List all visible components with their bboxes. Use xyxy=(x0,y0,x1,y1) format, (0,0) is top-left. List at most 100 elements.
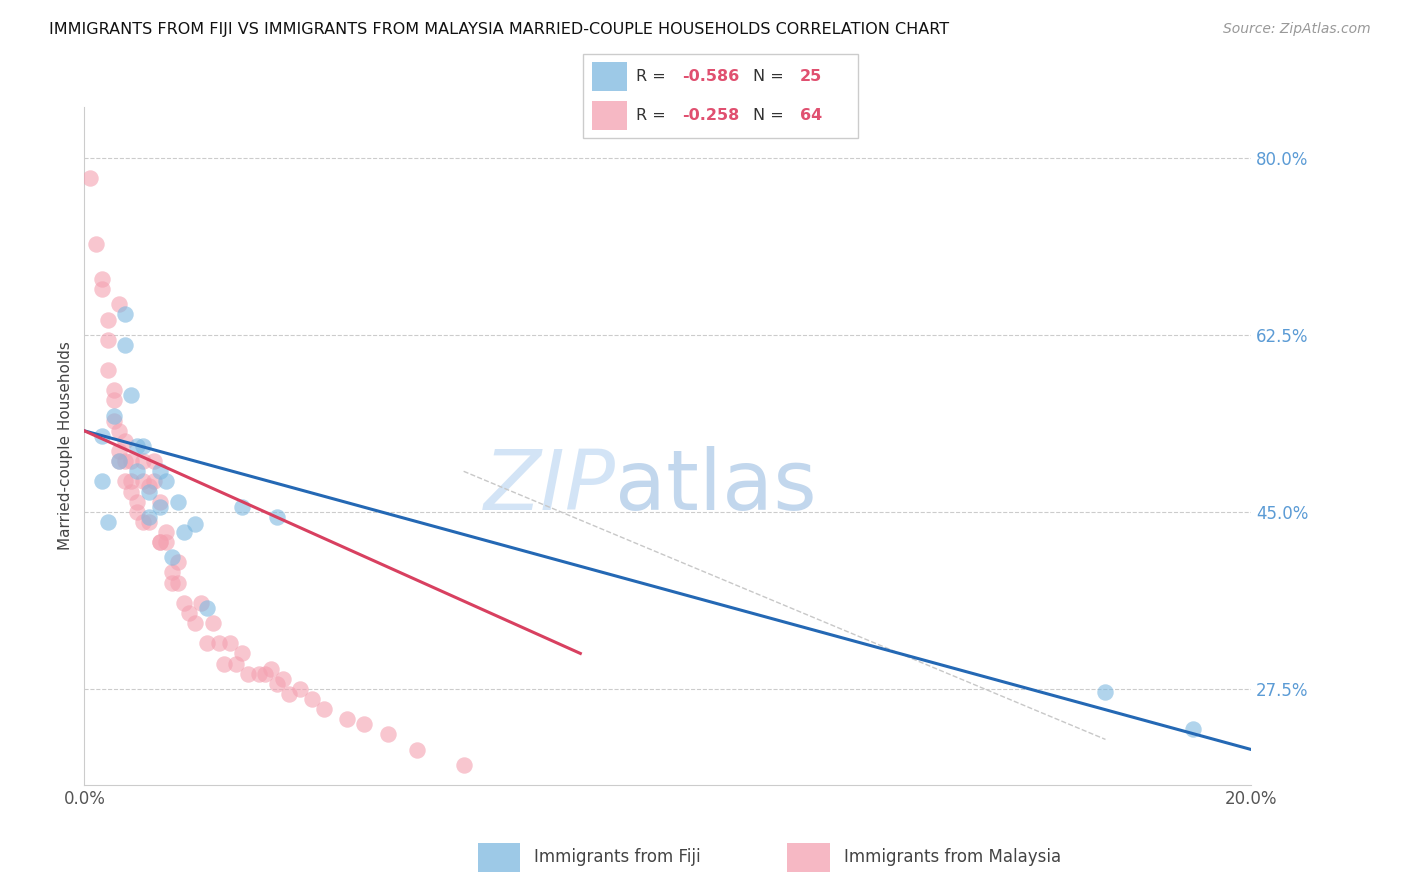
Point xyxy=(132,475,155,489)
Point xyxy=(231,500,253,514)
Point xyxy=(377,727,399,741)
Point xyxy=(84,236,107,251)
Point xyxy=(120,484,142,499)
Point xyxy=(90,282,112,296)
Point xyxy=(108,444,131,458)
Point xyxy=(160,575,183,590)
Text: Immigrants from Malaysia: Immigrants from Malaysia xyxy=(844,848,1060,866)
Point xyxy=(114,475,136,489)
Point xyxy=(138,515,160,529)
Point xyxy=(247,666,270,681)
Point xyxy=(290,681,312,696)
Point xyxy=(266,677,288,691)
Bar xyxy=(592,62,627,91)
Point xyxy=(225,657,247,671)
Point xyxy=(125,464,148,478)
Point xyxy=(254,666,277,681)
Point xyxy=(214,657,236,671)
Point xyxy=(108,454,131,468)
Point xyxy=(1181,723,1204,737)
Point xyxy=(103,414,125,428)
Point xyxy=(179,606,201,620)
Y-axis label: Married-couple Households: Married-couple Households xyxy=(58,342,73,550)
Point xyxy=(138,479,160,493)
Point xyxy=(166,555,188,569)
Point xyxy=(149,535,172,549)
Point xyxy=(120,454,142,468)
Point xyxy=(271,672,294,686)
Point xyxy=(166,494,188,508)
Point xyxy=(114,308,136,322)
Point xyxy=(138,484,160,499)
Point xyxy=(266,509,288,524)
Point xyxy=(453,757,475,772)
Point xyxy=(114,338,136,352)
Point xyxy=(90,429,112,443)
Text: R =: R = xyxy=(636,108,665,123)
Point xyxy=(97,363,120,377)
Text: Source: ZipAtlas.com: Source: ZipAtlas.com xyxy=(1223,22,1371,37)
Point xyxy=(219,636,242,650)
Point xyxy=(149,464,172,478)
Point xyxy=(143,454,166,468)
Point xyxy=(149,535,172,549)
Point xyxy=(120,388,142,402)
Point xyxy=(231,647,253,661)
Point xyxy=(97,333,120,347)
Point xyxy=(143,475,166,489)
Point xyxy=(184,616,207,631)
Point xyxy=(149,494,172,508)
Point xyxy=(201,616,224,631)
Point xyxy=(125,439,148,453)
Point xyxy=(155,535,177,549)
Point xyxy=(236,666,259,681)
Text: -0.258: -0.258 xyxy=(682,108,740,123)
Text: N =: N = xyxy=(754,69,785,84)
Point xyxy=(160,566,183,580)
Point xyxy=(195,636,218,650)
Point xyxy=(207,636,229,650)
Bar xyxy=(478,843,520,872)
Point xyxy=(1094,685,1116,699)
Point xyxy=(103,393,125,408)
Point xyxy=(190,596,212,610)
Point xyxy=(184,516,207,531)
Point xyxy=(125,494,148,508)
Text: 64: 64 xyxy=(800,108,823,123)
Point xyxy=(114,434,136,448)
Bar xyxy=(787,843,830,872)
Text: -0.586: -0.586 xyxy=(682,69,740,84)
Point xyxy=(406,742,429,756)
Text: 25: 25 xyxy=(800,69,823,84)
Point xyxy=(120,475,142,489)
Point xyxy=(97,515,120,529)
Point xyxy=(301,692,323,706)
Point xyxy=(108,424,131,438)
Point xyxy=(90,272,112,286)
Point xyxy=(90,475,112,489)
Point xyxy=(312,702,335,716)
Point xyxy=(173,596,195,610)
Point xyxy=(108,454,131,468)
Point xyxy=(195,600,218,615)
Point xyxy=(79,170,101,185)
Point xyxy=(173,524,195,539)
Point xyxy=(155,475,177,489)
Text: N =: N = xyxy=(754,108,785,123)
Point xyxy=(125,505,148,519)
Point xyxy=(155,524,177,539)
Point xyxy=(336,712,359,726)
Point xyxy=(166,575,188,590)
Bar xyxy=(592,101,627,130)
Text: ZIP: ZIP xyxy=(484,446,616,527)
Point xyxy=(353,717,375,731)
Point xyxy=(260,662,283,676)
Text: IMMIGRANTS FROM FIJI VS IMMIGRANTS FROM MALAYSIA MARRIED-COUPLE HOUSEHOLDS CORRE: IMMIGRANTS FROM FIJI VS IMMIGRANTS FROM … xyxy=(49,22,949,37)
Point xyxy=(108,297,131,311)
Point xyxy=(132,515,155,529)
Point xyxy=(132,454,155,468)
Point xyxy=(138,509,160,524)
Point xyxy=(132,439,155,453)
Point xyxy=(160,550,183,565)
Text: atlas: atlas xyxy=(616,446,817,527)
